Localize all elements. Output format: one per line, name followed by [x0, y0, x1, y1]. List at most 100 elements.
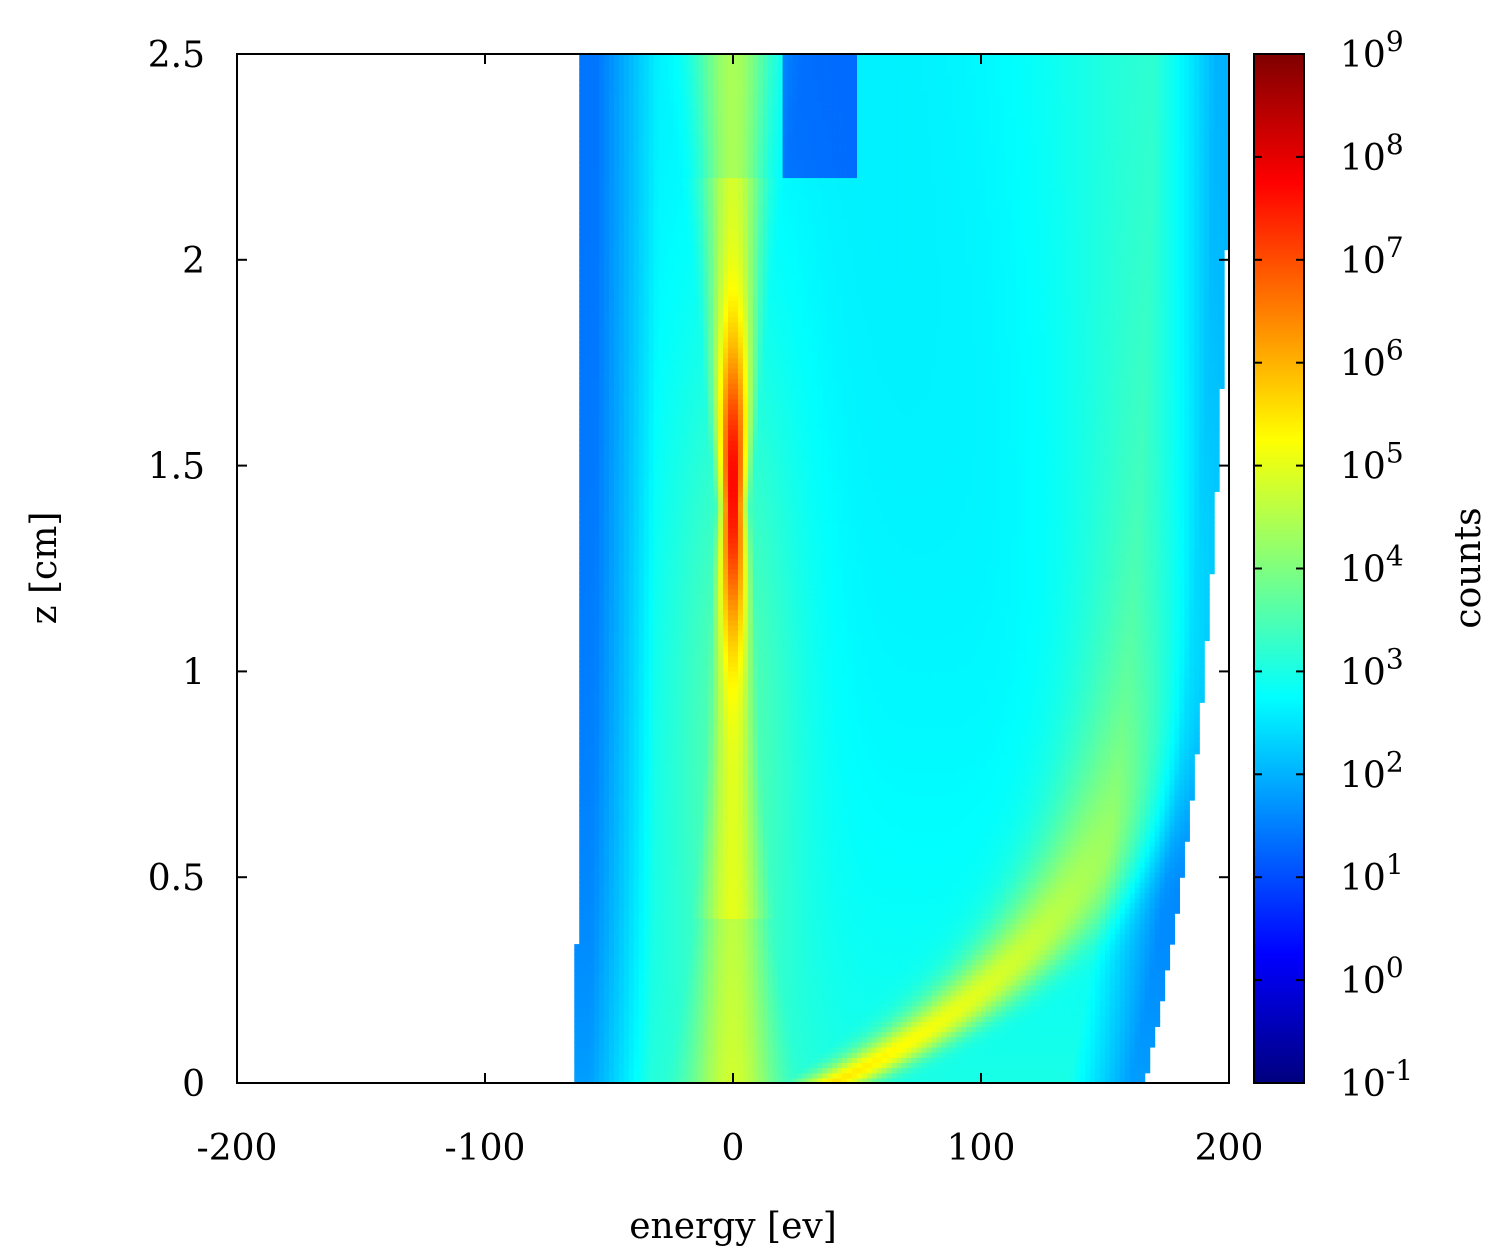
heatmap-cell	[688, 336, 694, 343]
heatmap-cell	[648, 126, 655, 132]
heatmap-cell	[668, 1010, 675, 1017]
heatmap-cell	[653, 1057, 660, 1064]
heatmap-cell	[623, 429, 630, 436]
heatmap-cell	[604, 794, 610, 801]
heatmap-cell	[683, 285, 689, 292]
heatmap-cell	[633, 383, 640, 390]
heatmap-cell	[653, 393, 660, 400]
heatmap-cell	[599, 532, 605, 539]
heatmap-cell	[589, 1005, 595, 1012]
heatmap-cell	[604, 110, 610, 117]
heatmap-cell	[584, 409, 590, 415]
heatmap-cell	[613, 717, 620, 724]
heatmap-cell	[633, 177, 640, 184]
heatmap-cell	[584, 794, 590, 801]
heatmap-cell	[618, 223, 625, 230]
heatmap-cell	[589, 259, 595, 266]
heatmap-cell	[688, 532, 694, 539]
heatmap-cell	[658, 990, 665, 997]
heatmap-cell	[628, 625, 635, 631]
heatmap-cell	[688, 825, 694, 832]
heatmap-cell	[638, 727, 645, 734]
heatmap-cell	[688, 203, 694, 209]
heatmap-cell	[623, 702, 630, 709]
heatmap-cell	[618, 537, 625, 544]
heatmap-cell	[579, 558, 585, 564]
heatmap-cell	[673, 779, 680, 786]
heatmap-cell	[678, 1016, 684, 1022]
heatmap-cell	[623, 851, 630, 858]
heatmap-cell	[688, 779, 694, 786]
heatmap-cell	[604, 892, 610, 899]
heatmap-cell	[663, 511, 670, 518]
heatmap-cell	[673, 589, 680, 595]
heatmap-cell	[599, 1067, 605, 1074]
heatmap-cell	[609, 897, 615, 904]
heatmap-cell	[628, 336, 635, 343]
heatmap-cell	[589, 146, 595, 153]
heatmap-cell	[589, 218, 595, 225]
heatmap-cell	[668, 861, 675, 868]
heatmap-cell	[648, 511, 655, 518]
heatmap-cell	[609, 228, 615, 235]
heatmap-cell	[673, 712, 680, 719]
heatmap-cell	[584, 954, 590, 961]
heatmap-cell	[623, 110, 630, 117]
heatmap-cell	[594, 367, 600, 374]
heatmap-cell	[613, 1052, 620, 1058]
heatmap-cell	[584, 213, 590, 220]
heatmap-cell	[589, 691, 595, 698]
heatmap-cell	[599, 486, 605, 492]
heatmap-cell	[638, 522, 645, 528]
heatmap-cell	[623, 671, 630, 678]
heatmap-cell	[628, 450, 635, 456]
heatmap-cell	[668, 743, 675, 750]
heatmap-cell	[613, 887, 620, 894]
heatmap-cell	[609, 995, 615, 1002]
heatmap-cell	[673, 74, 680, 81]
heatmap-cell	[623, 1077, 630, 1083]
heatmap-cell	[609, 594, 615, 600]
heatmap-cell	[618, 702, 625, 709]
heatmap-cell	[623, 264, 630, 271]
heatmap-cell	[623, 1046, 630, 1053]
heatmap-cell	[599, 69, 605, 76]
heatmap-cell	[638, 403, 645, 410]
heatmap-cell	[643, 563, 650, 570]
heatmap-cell	[609, 758, 615, 765]
heatmap-cell	[599, 589, 605, 595]
heatmap-cell	[613, 434, 620, 441]
heatmap-cell	[589, 120, 595, 127]
heatmap-cell	[693, 547, 699, 554]
heatmap-cell	[623, 198, 630, 204]
heatmap-cell	[599, 640, 605, 647]
heatmap-cell	[618, 800, 625, 806]
heatmap-cell	[648, 794, 655, 801]
heatmap-cell	[683, 1062, 689, 1069]
heatmap-cell	[638, 686, 645, 693]
heatmap-cell	[653, 239, 660, 245]
heatmap-cell	[604, 609, 610, 616]
heatmap-cell	[683, 558, 689, 564]
heatmap-cell	[673, 362, 680, 369]
heatmap-cell	[663, 398, 670, 405]
heatmap-cell	[673, 378, 680, 384]
heatmap-cell	[638, 753, 645, 760]
heatmap-cell	[633, 671, 640, 678]
heatmap-cell	[599, 409, 605, 415]
heatmap-cell	[594, 882, 600, 889]
heatmap-cell	[643, 198, 650, 204]
heatmap-cell	[638, 151, 645, 158]
heatmap-cell	[698, 496, 704, 503]
heatmap-cell	[673, 126, 680, 132]
heatmap-cell	[584, 259, 590, 266]
heatmap-cell	[623, 609, 630, 616]
heatmap-cell	[589, 414, 595, 420]
heatmap-cell	[589, 511, 595, 518]
heatmap-cell	[698, 547, 704, 554]
heatmap-cell	[678, 619, 684, 626]
heatmap-cell	[648, 553, 655, 559]
heatmap-cell	[613, 177, 620, 184]
heatmap-cell	[653, 640, 660, 647]
heatmap-cell	[589, 306, 595, 312]
